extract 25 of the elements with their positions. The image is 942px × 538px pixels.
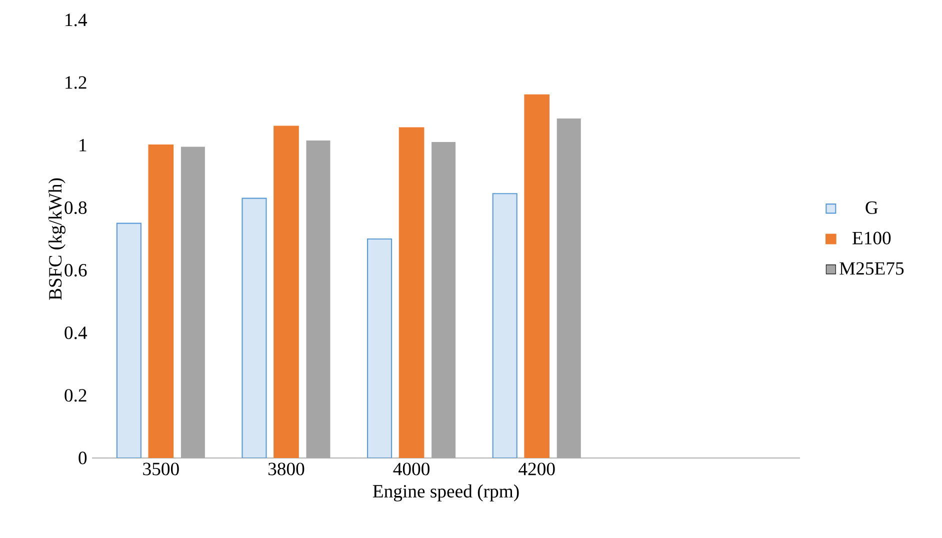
bar — [242, 198, 267, 458]
x-tick-label: 3500 — [143, 462, 179, 476]
y-tick-label: 1 — [80, 138, 86, 152]
y-tick-label: 0.8 — [64, 201, 87, 214]
y-tick-label: 0.4 — [64, 326, 88, 340]
bar — [367, 238, 392, 458]
x-tick-label: 4200 — [518, 462, 555, 476]
y-tick-label: 0.6 — [64, 264, 87, 277]
y-tick-label: 0.2 — [64, 389, 86, 402]
y-tick-label: 1.2 — [66, 76, 86, 89]
x-tick-label: 4000 — [393, 462, 430, 476]
y-axis-title: BSFC (kg/kWh) — [48, 178, 66, 300]
x-tick-label: 3800 — [268, 462, 304, 476]
legend-label: E100 — [852, 232, 891, 244]
bar — [492, 193, 518, 458]
bar — [556, 118, 581, 458]
y-tick-label: 0 — [78, 452, 87, 464]
bar — [116, 222, 142, 458]
bar — [306, 140, 330, 458]
bar — [180, 146, 205, 458]
legend-label: M25E75 — [840, 262, 904, 275]
y-tick-label: 1.4 — [66, 14, 88, 26]
x-axis-title: Engine speed (rpm) — [372, 484, 519, 502]
legend-label: G — [866, 201, 878, 214]
bar — [432, 142, 456, 458]
